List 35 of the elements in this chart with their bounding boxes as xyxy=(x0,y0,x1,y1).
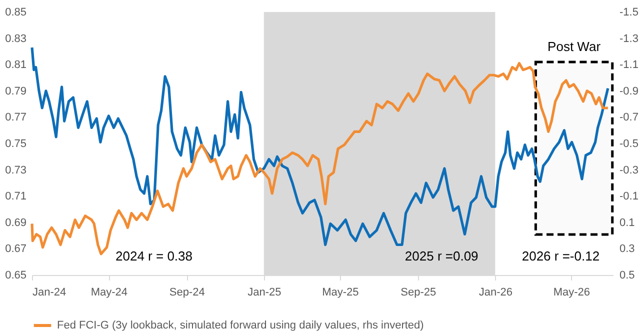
annotation: 2024 r = 0.38 xyxy=(116,248,192,264)
y-tick-label: 0.75 xyxy=(5,138,26,150)
y-tick-label: 0.71 xyxy=(5,190,26,203)
x-tick-label: May-25 xyxy=(322,286,359,298)
y-tick-label: 0.73 xyxy=(5,164,26,176)
y-tick-label: 0.77 xyxy=(5,112,26,124)
x-tick-label: Sep-25 xyxy=(400,286,436,298)
y-tick-label: 0.69 xyxy=(5,216,26,229)
y2-tick-label: -0.1 xyxy=(620,190,638,203)
y2-tick-label: 0.1 xyxy=(620,216,635,229)
legend-label: Fed FCI-G (3y lookback, simulated forward using daily values, rhs inverted) xyxy=(57,320,424,332)
band-label: Post War xyxy=(548,39,602,54)
y2-tick-label: 0.3 xyxy=(620,243,635,256)
annotation: 2025 r =0.09 xyxy=(404,248,478,264)
y2-tick-label: -1.1 xyxy=(620,59,638,72)
y-tick-label: 0.65 xyxy=(5,270,26,282)
y2-tick-label: -0.9 xyxy=(620,85,638,98)
annotation: 2026 r =-0.12 xyxy=(522,248,600,264)
x-tick-label: Jan-24 xyxy=(32,286,66,298)
x-tick-label: Jan-26 xyxy=(478,286,512,298)
y-tick-label: 0.81 xyxy=(5,59,26,72)
y2-tick-label: -1.5 xyxy=(620,6,638,18)
x-tick-label: May-26 xyxy=(553,286,590,298)
y2-tick-label: -1.3 xyxy=(620,32,638,45)
y2-tick-label: -0.7 xyxy=(620,112,638,124)
x-tick-label: Sep-24 xyxy=(169,286,205,298)
y2-tick-label: 0.5 xyxy=(620,270,635,282)
y-tick-label: 0.85 xyxy=(5,6,26,18)
y2-tick-label: -0.5 xyxy=(620,138,638,150)
x-tick-label: May-24 xyxy=(90,286,128,298)
y-tick-label: 0.79 xyxy=(5,85,26,98)
y-tick-label: 0.83 xyxy=(5,32,26,45)
x-tick-label: Jan-25 xyxy=(248,286,282,298)
y-tick-label: 0.67 xyxy=(5,243,26,256)
y2-tick-label: -0.3 xyxy=(620,164,638,176)
